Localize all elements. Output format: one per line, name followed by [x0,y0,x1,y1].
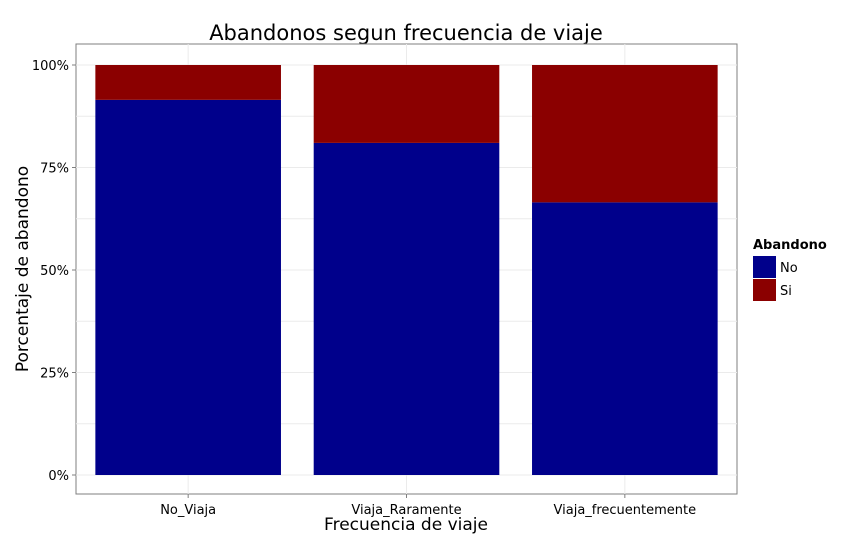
x-axis-title: Frecuencia de viaje [324,515,488,535]
x-tick-label: Viaja_Raramente [351,503,461,518]
legend: Abandono No Si [753,238,827,301]
bar-no-no_viaja [95,99,281,475]
legend-label-si: Si [780,284,792,299]
legend-title: Abandono [753,238,827,253]
chart-title: Abandonos segun frecuencia de viaje [209,21,603,45]
legend-label-no: No [780,261,798,276]
x-tick-label: Viaja_frecuentemente [554,503,697,518]
bar-si-viaja_frecuentemente [532,65,718,203]
y-tick-label: 50% [40,264,69,279]
bars [95,65,718,475]
bar-no-viaja_raramente [313,142,500,475]
bar-si-viaja_raramente [313,65,500,143]
y-axis-title: Porcentaje de abandono [13,166,33,372]
y-tick-label: 75% [40,162,69,177]
legend-key-no [753,256,776,278]
y-tick-label: 0% [48,469,69,484]
bar-no-viaja_frecuentemente [532,202,718,475]
legend-key-si [753,279,776,301]
x-tick-label: No_Viaja [160,503,216,518]
y-tick-label: 25% [40,367,69,382]
y-axis: 0% 25% 50% 75% 100% [32,59,76,484]
y-tick-label: 100% [32,59,69,74]
bar-si-no_viaja [95,65,281,100]
x-axis: No_Viaja Viaja_Raramente Viaja_frecuenteme… [160,494,696,518]
